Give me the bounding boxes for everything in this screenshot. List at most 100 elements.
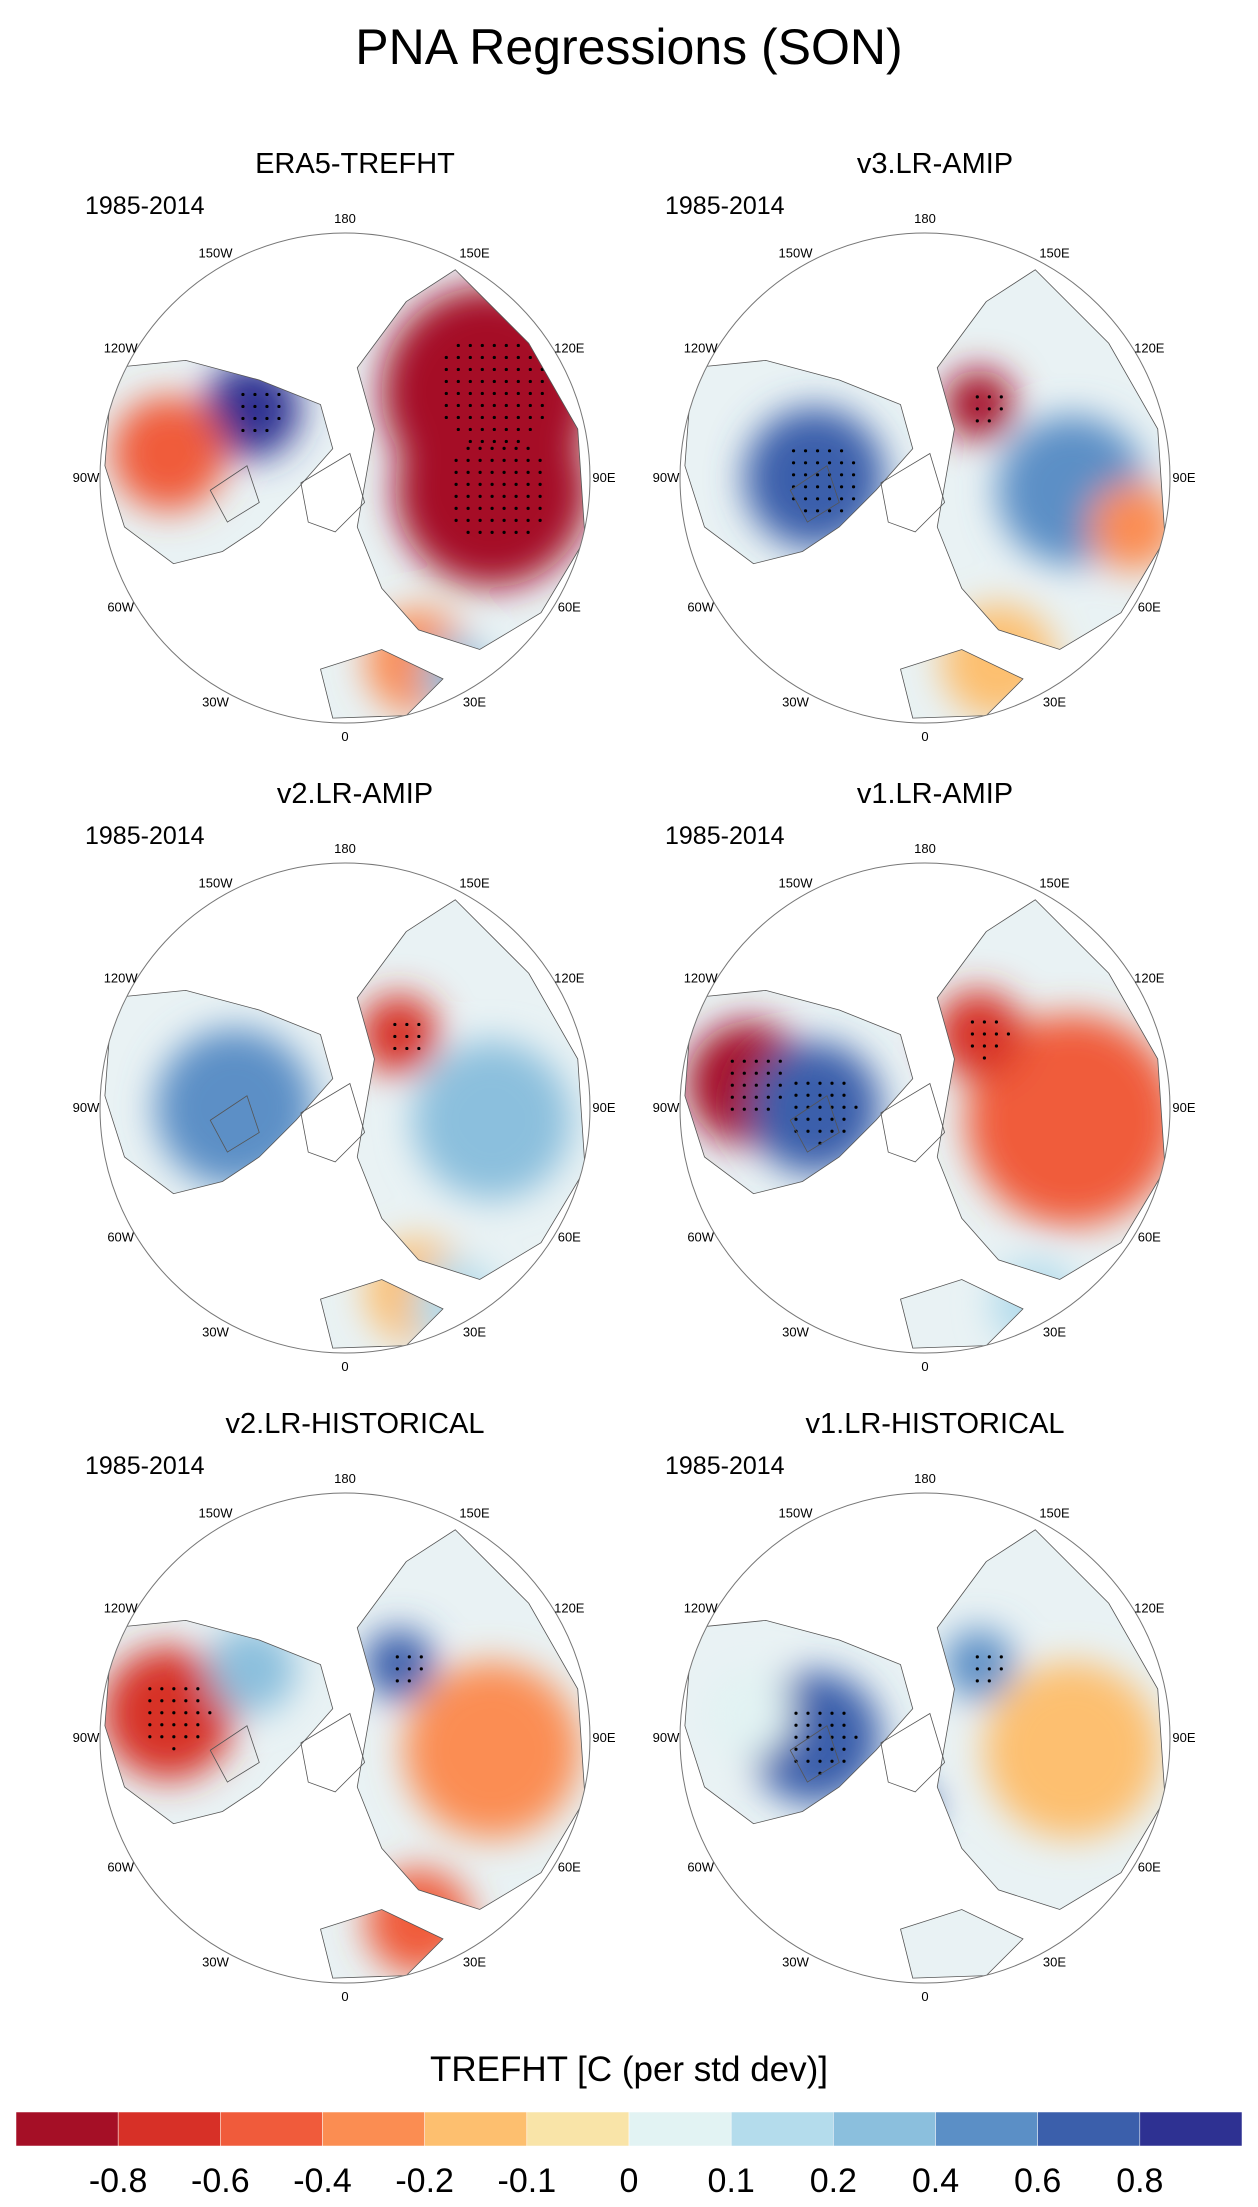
significance-dot bbox=[730, 1095, 734, 1099]
significance-dot bbox=[754, 1107, 758, 1111]
longitude-label: 120E bbox=[554, 971, 585, 986]
significance-dot bbox=[516, 391, 520, 396]
significance-dot bbox=[480, 403, 484, 408]
colorbar-tick-label: -0.1 bbox=[498, 2162, 557, 2200]
significance-dot bbox=[839, 461, 844, 465]
significance-dot bbox=[842, 1747, 846, 1751]
significance-dot bbox=[480, 379, 484, 384]
significance-dot bbox=[526, 446, 530, 450]
significance-dot bbox=[778, 1059, 782, 1063]
significance-dot bbox=[417, 1046, 421, 1051]
longitude-label: 30E bbox=[463, 694, 486, 709]
significance-dot bbox=[456, 427, 460, 432]
significance-dot bbox=[839, 509, 844, 513]
significance-dot bbox=[806, 1081, 810, 1085]
significance-dot bbox=[492, 355, 496, 360]
significance-dot bbox=[982, 1044, 986, 1048]
significance-dot bbox=[492, 439, 496, 444]
longitude-label: 120W bbox=[684, 1601, 719, 1616]
significance-dot bbox=[466, 446, 470, 450]
longitude-label: 180 bbox=[914, 211, 936, 226]
map-panel-v3-amip: 180 150E 120E 90E 60E 30E 0 30W 60W 90W 120W 150W v… bbox=[635, 148, 1235, 768]
longitude-label: 60W bbox=[687, 600, 714, 615]
significance-dot bbox=[196, 1711, 200, 1715]
significance-dot bbox=[999, 395, 1003, 399]
longitude-label: 120E bbox=[1134, 1601, 1165, 1616]
significance-dot bbox=[975, 1667, 979, 1671]
significance-dot bbox=[830, 1759, 834, 1763]
significance-dot bbox=[818, 1129, 822, 1133]
significance-dot bbox=[815, 473, 820, 477]
longitude-label: 60W bbox=[107, 1230, 134, 1245]
coastline bbox=[880, 1082, 946, 1163]
significance-dot bbox=[407, 1655, 411, 1659]
significance-dot bbox=[803, 449, 808, 453]
significance-dot bbox=[468, 367, 472, 372]
significance-dot bbox=[265, 404, 269, 409]
significance-dot bbox=[492, 343, 496, 348]
significance-dot bbox=[196, 1699, 200, 1703]
longitude-label: 30E bbox=[463, 1954, 486, 1969]
significance-dot bbox=[160, 1735, 164, 1739]
figure-title: PNA Regressions (SON) bbox=[355, 19, 903, 75]
significance-dot bbox=[516, 427, 520, 432]
coastline bbox=[936, 899, 1166, 1280]
longitude-label: 60E bbox=[558, 600, 581, 615]
significance-dot bbox=[794, 1081, 798, 1085]
significance-dot bbox=[827, 485, 832, 489]
significance-dot bbox=[854, 1735, 858, 1739]
colorbar-swatch bbox=[730, 2112, 834, 2147]
significance-dot bbox=[466, 458, 470, 462]
significance-dot bbox=[516, 367, 520, 372]
anomaly-blob bbox=[412, 1040, 572, 1200]
significance-dot bbox=[730, 1107, 734, 1111]
longitude-label: 60W bbox=[107, 1860, 134, 1875]
significance-dot bbox=[766, 1083, 770, 1087]
coastline bbox=[936, 1529, 1166, 1910]
significance-dot bbox=[851, 473, 856, 477]
significance-dot bbox=[806, 1129, 810, 1133]
significance-dot bbox=[803, 497, 808, 501]
significance-dot bbox=[444, 367, 448, 372]
significance-dot bbox=[417, 1034, 421, 1039]
significance-dot bbox=[277, 392, 281, 397]
coastline bbox=[300, 1082, 366, 1163]
colorbar: -0.8 -0.6 -0.4 -0.2 -0.1 0 0.1 0.2 0.4 0.6 0.8 bbox=[16, 2112, 1242, 2200]
significance-dot bbox=[466, 482, 470, 486]
significance-dot bbox=[528, 427, 532, 432]
significance-dot bbox=[514, 482, 518, 486]
significance-dot bbox=[504, 367, 508, 372]
colorbar-swatch bbox=[833, 2112, 936, 2147]
significance-dot bbox=[253, 416, 257, 421]
significance-dot bbox=[468, 403, 472, 408]
significance-dot bbox=[806, 1117, 810, 1121]
map-panel-v2-historical: 180 150E 120E 90E 60E 30E 0 30W 60W 90W 120W 150W v… bbox=[55, 1408, 655, 2028]
significance-dot bbox=[253, 428, 257, 433]
anomaly-blob bbox=[748, 1041, 881, 1175]
colorbar-tick-label: -0.8 bbox=[89, 2162, 148, 2200]
significance-dot bbox=[815, 461, 820, 465]
polar-map: 180 150E 120E 90E 60E 30E 0 30W 60W 90W 120W 150W bbox=[653, 1471, 1196, 2004]
map-panel-era5: 180 150E 120E 90E 60E 30E 0 30W 60W 90W 120W 150W E… bbox=[55, 148, 655, 768]
significance-dot bbox=[999, 1667, 1003, 1671]
significance-dot bbox=[839, 485, 844, 489]
coastline bbox=[789, 1725, 840, 1783]
significance-dot bbox=[794, 1711, 798, 1715]
significance-dot bbox=[839, 449, 844, 453]
significance-dot bbox=[806, 1747, 810, 1751]
map-panel-v1-amip: 180 150E 120E 90E 60E 30E 0 30W 60W 90W 120W 150W v… bbox=[635, 778, 1235, 1398]
longitude-label: 90E bbox=[1172, 470, 1195, 485]
longitude-label: 150E bbox=[459, 876, 490, 891]
significance-dot bbox=[975, 1655, 979, 1659]
significance-dot bbox=[480, 415, 484, 420]
significance-dot bbox=[184, 1687, 188, 1691]
significance-dot bbox=[492, 415, 496, 420]
significance-dot bbox=[480, 427, 484, 432]
significance-dot bbox=[794, 1117, 798, 1121]
colorbar-swatch bbox=[1037, 2112, 1141, 2147]
significance-dot bbox=[538, 470, 542, 474]
significance-dot bbox=[815, 449, 820, 453]
longitude-label: 0 bbox=[921, 729, 928, 744]
significance-dot bbox=[454, 506, 458, 510]
longitude-label: 150W bbox=[199, 1506, 234, 1521]
